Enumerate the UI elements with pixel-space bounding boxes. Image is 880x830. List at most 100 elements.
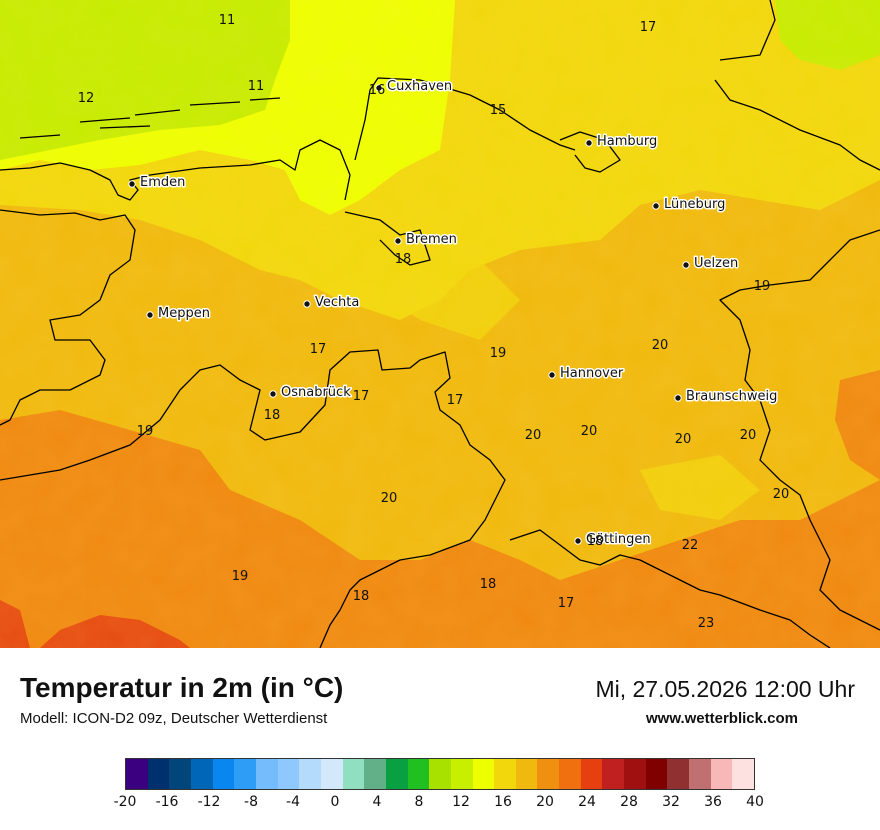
colorbar-segment — [515, 759, 538, 789]
temperature-value: 17 — [353, 389, 370, 404]
colorbar-segment — [169, 759, 191, 789]
temperature-value: 17 — [310, 342, 327, 357]
website-link[interactable]: www.wetterblick.com — [646, 710, 798, 727]
temperature-map: Cuxhaven Hamburg Emden Lüneburg Bremen Uelzen… — [0, 0, 880, 648]
temperature-value: 12 — [78, 91, 95, 106]
temperature-value: 16 — [369, 83, 386, 98]
temperature-value: 19 — [754, 279, 771, 294]
colorbar-segment — [342, 759, 365, 789]
temperature-value: 20 — [581, 424, 598, 439]
colorbar-tick-label: -20 — [113, 794, 137, 810]
city-dot-lueneburg — [652, 202, 660, 210]
colorbar-tick-label: 40 — [746, 794, 764, 810]
border-bremen — [344, 211, 431, 266]
colorbar-tick-label: 12 — [452, 794, 470, 810]
city-dot-braunschweig — [674, 394, 682, 402]
temperature-value: 20 — [773, 487, 790, 502]
temperature-value: 11 — [219, 13, 236, 28]
colorbar-segment — [580, 759, 603, 789]
colorbar-segment — [126, 759, 148, 789]
colorbar-tick-label: 4 — [372, 794, 382, 810]
colorbar-segment — [255, 759, 278, 789]
border-hesse — [509, 529, 831, 648]
temperature-value: 18 — [480, 577, 497, 592]
colorbar-segment — [645, 759, 668, 789]
border-nrw — [0, 349, 506, 648]
colorbar-tick-label: 20 — [536, 794, 554, 810]
colorbar-tick-label: -12 — [197, 794, 221, 810]
city-label-hannover: Hannover — [560, 366, 624, 381]
temperature-value: 20 — [381, 491, 398, 506]
colorbar-tick-label: 28 — [620, 794, 638, 810]
temperature-value: 20 — [675, 432, 692, 447]
temperature-value: 20 — [525, 428, 542, 443]
city-label-osnabrueck: Osnabrück — [281, 385, 351, 400]
border-sachsen-anhalt — [714, 0, 880, 631]
colorbar-segment — [450, 759, 473, 789]
colorbar-segment — [472, 759, 495, 789]
temperature-value: 18 — [395, 252, 412, 267]
colorbar-segment — [277, 759, 300, 789]
temperature-value: 20 — [740, 428, 757, 443]
colorbar-tick-label: 32 — [662, 794, 680, 810]
colorbar-tick-label: 0 — [330, 794, 340, 810]
colorbar-ticks: -20 -16 -12 -8 -4 0 4 8 12 16 20 24 28 32 36 40 — [114, 794, 764, 814]
colorbar-segment — [624, 759, 646, 789]
border-netherlands — [0, 209, 136, 426]
model-subtitle: Modell: ICON-D2 09z, Deutscher Wetterdie… — [20, 710, 328, 727]
city-dot-cuxhaven — [375, 84, 383, 92]
city-label-uelzen: Uelzen — [694, 256, 738, 271]
temperature-value: 15 — [490, 103, 507, 118]
colorbar-tick-label: 36 — [704, 794, 722, 810]
temperature-value: 17 — [447, 393, 464, 408]
colorbar-segment — [234, 759, 256, 789]
city-label-cuxhaven: Cuxhaven — [387, 79, 452, 94]
temperature-value: 19 — [232, 569, 249, 584]
temperature-colorbar — [125, 758, 755, 790]
colorbar-segment — [559, 759, 581, 789]
temperature-value: 20 — [652, 338, 669, 353]
temperature-value: 18 — [264, 408, 281, 423]
colorbar-tick-label: -4 — [286, 794, 300, 810]
city-label-meppen: Meppen — [158, 306, 210, 321]
valid-datetime: Mi, 27.05.2026 12:00 Uhr — [595, 676, 855, 702]
island-chain — [19, 97, 281, 139]
colorbar-tick-label: -16 — [155, 794, 179, 810]
temperature-value: 17 — [640, 20, 657, 35]
city-dot-emden — [128, 180, 136, 188]
city-dot-uelzen — [682, 261, 690, 269]
colorbar-segment — [299, 759, 321, 789]
city-dot-bremen — [394, 237, 402, 245]
colorbar-segment — [732, 759, 755, 789]
city-label-goettingen: Göttingen — [586, 532, 651, 547]
temperature-labels: 11 17 12 11 16 15 18 19 17 19 20 17 18 17 19 20 20 20 20 20… — [78, 13, 790, 631]
colorbar-tick-label: 24 — [578, 794, 596, 810]
colorbar-tick-label: -8 — [244, 794, 258, 810]
coastline-west — [0, 139, 351, 201]
colorbar-segment — [602, 759, 625, 789]
city-dot-meppen — [146, 311, 154, 319]
colorbar-segment — [537, 759, 560, 789]
colorbar-segment — [385, 759, 408, 789]
city-label-vechta: Vechta — [315, 295, 359, 310]
colorbar-segment — [147, 759, 170, 789]
colorbar-segment — [364, 759, 386, 789]
city-label-bremen: Bremen — [406, 232, 457, 247]
colorbar-segment — [494, 759, 516, 789]
coastline-elbe — [354, 77, 576, 161]
temperature-value: 19 — [137, 424, 154, 439]
city-label-emden: Emden — [140, 175, 185, 190]
border-hamburg — [559, 131, 621, 173]
colorbar-tick-label: 8 — [414, 794, 424, 810]
city-dot-hannover — [548, 371, 556, 379]
city-dot-osnabrueck — [269, 390, 277, 398]
boundaries — [0, 0, 880, 648]
temperature-value: 18 — [587, 534, 604, 549]
city-dot-hamburg — [585, 139, 593, 147]
colorbar-segment — [212, 759, 235, 789]
colorbar-segment — [190, 759, 213, 789]
texture-overlay — [0, 0, 880, 648]
temperature-value: 23 — [698, 616, 715, 631]
city-label-braunschweig: Braunschweig — [686, 389, 777, 404]
map-title: Temperatur in 2m (in °C) — [20, 672, 344, 703]
